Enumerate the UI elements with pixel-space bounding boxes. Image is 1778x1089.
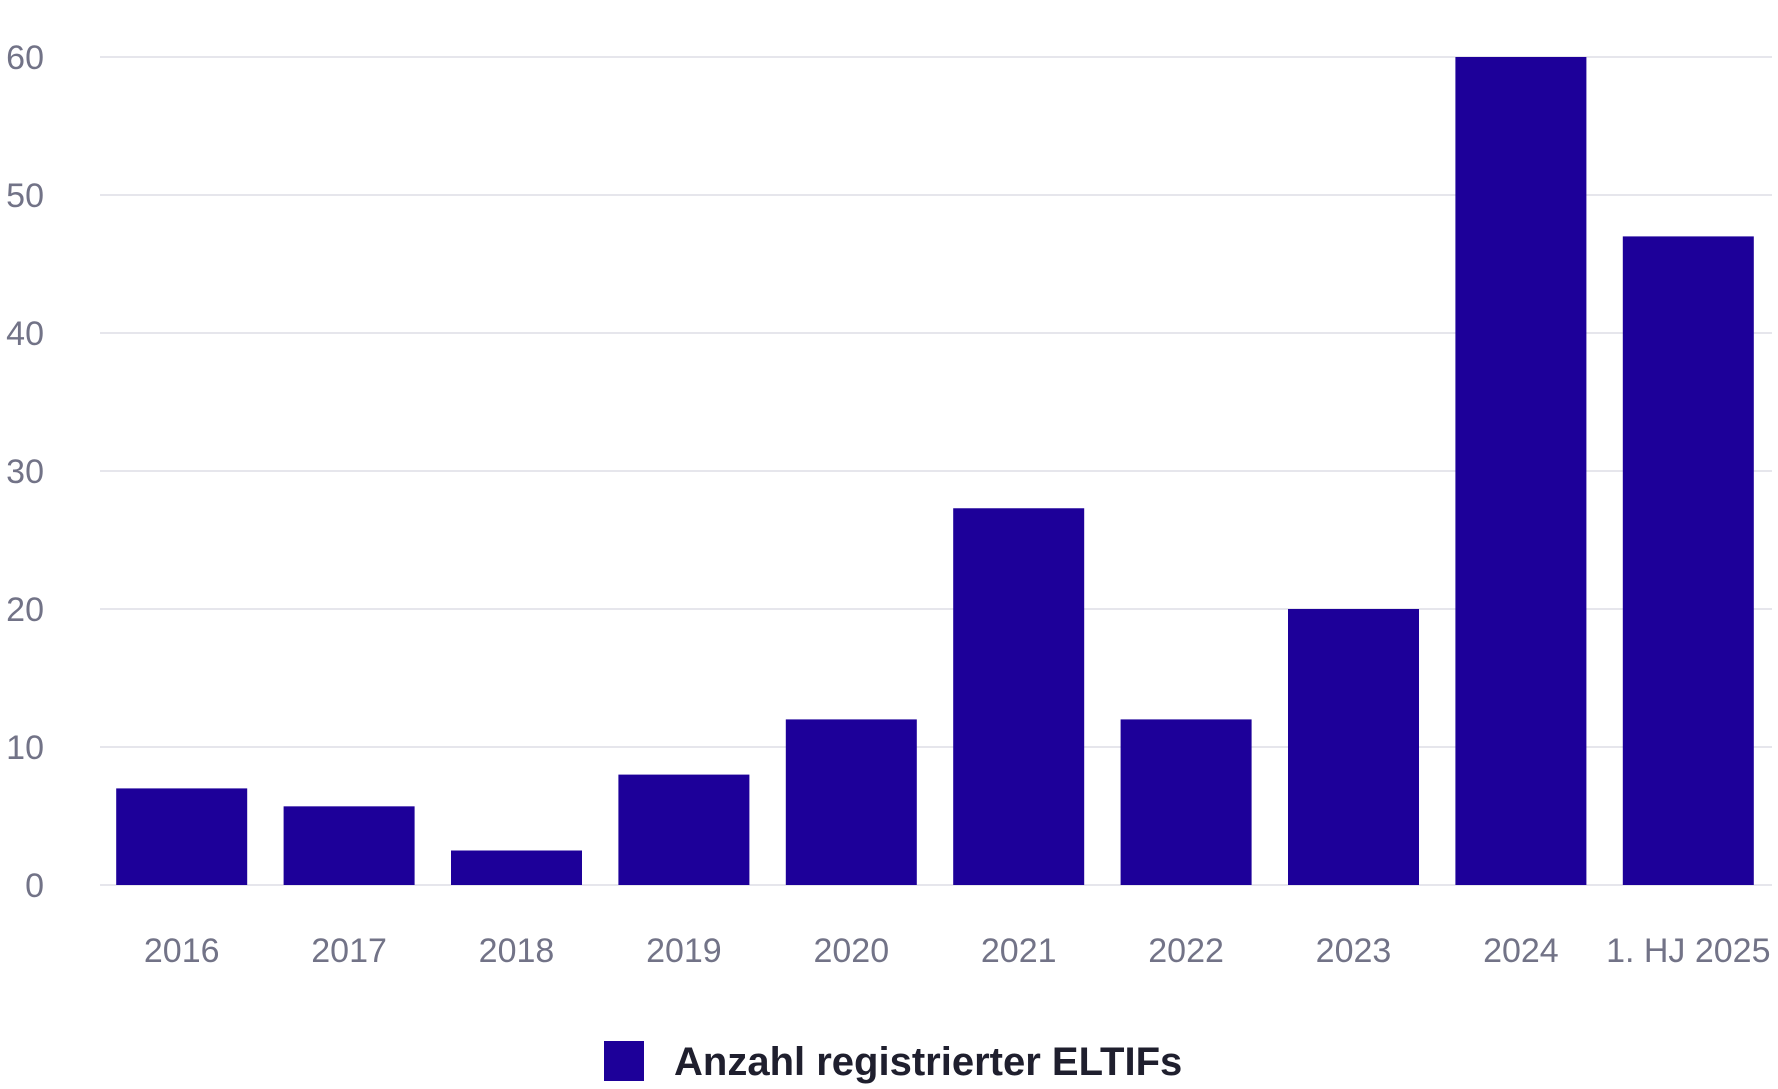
- x-tick-label: 2018: [479, 932, 555, 970]
- bar-1-hj-2025: [1622, 236, 1754, 885]
- y-tick-label: 40: [6, 315, 44, 353]
- x-tick-label: 2021: [981, 932, 1057, 970]
- y-tick-label: 30: [6, 453, 44, 491]
- legend-swatch: [604, 1041, 644, 1081]
- x-tick-label: 2020: [813, 932, 889, 970]
- bar-2023: [1288, 609, 1419, 885]
- bar-2019: [618, 774, 750, 885]
- y-gridlines: [100, 56, 1772, 886]
- x-tick-label: 2017: [311, 932, 387, 970]
- bar-2022: [1120, 719, 1252, 885]
- bar-2017: [283, 806, 415, 885]
- x-tick-label: 2024: [1483, 932, 1559, 970]
- y-tick-label: 60: [6, 39, 44, 77]
- bar-2016: [116, 788, 248, 885]
- x-tick-label: 2019: [646, 932, 722, 970]
- y-axis-tick-labels: 0 10 20 30 40 50 60: [6, 39, 44, 905]
- y-tick-label: 10: [6, 729, 44, 767]
- legend: Anzahl registrierter ELTIFs: [604, 1040, 1182, 1084]
- legend-label: Anzahl registrierter ELTIFs: [674, 1040, 1182, 1084]
- y-tick-label: 0: [25, 867, 44, 905]
- bar-2018: [451, 850, 582, 885]
- bar-2021: [953, 508, 1085, 885]
- x-axis-tick-labels: 2016 2017 2018 2019 2020 2021 2022 2023 2024 1. H…: [144, 932, 1771, 970]
- x-tick-label: 1. HJ 2025: [1606, 932, 1770, 970]
- y-tick-label: 50: [6, 177, 44, 215]
- bar-series: [116, 57, 1754, 885]
- x-tick-label: 2023: [1316, 932, 1392, 970]
- y-tick-label: 20: [6, 591, 44, 629]
- bar-2020: [785, 719, 917, 885]
- x-tick-label: 2022: [1148, 932, 1224, 970]
- x-tick-label: 2016: [144, 932, 220, 970]
- bar-2024: [1455, 57, 1587, 885]
